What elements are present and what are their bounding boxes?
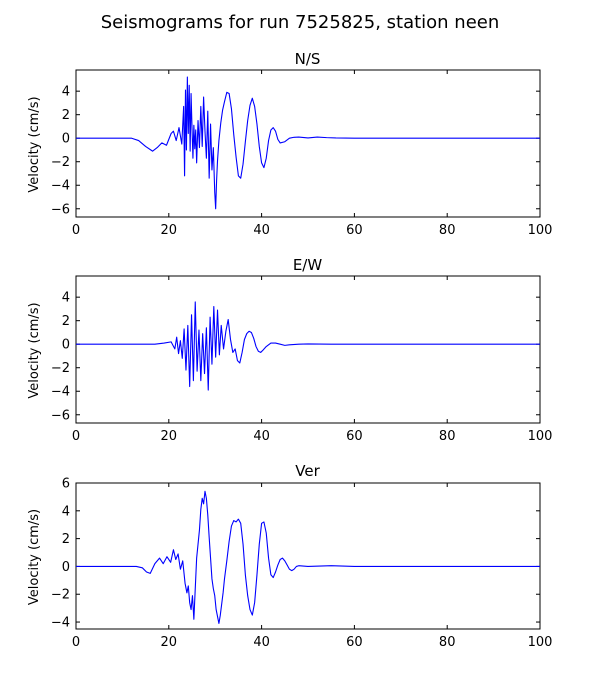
y-tick-label: 0 (62, 338, 70, 353)
y-tick-label: −2 (51, 155, 70, 170)
x-tick-label: 40 (253, 223, 270, 238)
panel-ns-frame (75, 69, 541, 218)
panel-ew-series-line (76, 301, 540, 391)
y-tick-label: −6 (51, 408, 70, 423)
y-tick-label: 2 (62, 314, 70, 329)
x-tick-label: 40 (253, 635, 270, 650)
y-tick-label: 0 (62, 132, 70, 147)
y-tick-label: 4 (62, 85, 70, 100)
x-tick-label: 60 (346, 635, 363, 650)
x-tick-label: 0 (72, 635, 80, 650)
panel-ns: N/S Velocity (cm/s) 0 20 40 60 80 100 −6 −4 −2 0 2… (27, 50, 552, 238)
y-tick-label: 2 (62, 532, 70, 547)
panel-ns-ylabel: Velocity (cm/s) (27, 96, 42, 192)
panel-ns-title: N/S (295, 50, 321, 68)
panel-ew-ylabel: Velocity (cm/s) (27, 302, 42, 398)
y-tick-label: −4 (51, 385, 70, 400)
panel-ver-plot: 0 20 40 60 80 100 −4 −2 0 2 4 6 (51, 477, 553, 651)
panel-ns-series-line (76, 76, 540, 210)
y-tick-label: 4 (62, 504, 70, 519)
panel-ew-plot: 0 20 40 60 80 100 −6 −4 −2 0 2 4 (51, 275, 553, 444)
x-tick-label: 80 (439, 223, 456, 238)
y-tick-label: −2 (51, 361, 70, 376)
panel-ew: E/W Velocity (cm/s) 0 20 40 60 80 100 −6 −4 −2 0 2… (27, 256, 552, 444)
y-tick-label: −4 (51, 616, 70, 631)
x-tick-label: 0 (72, 223, 80, 238)
x-tick-label: 20 (161, 635, 178, 650)
x-tick-label: 80 (439, 635, 456, 650)
panel-ver-title: Ver (295, 462, 320, 480)
panel-ew-frame (75, 275, 541, 424)
y-tick-label: −4 (51, 179, 70, 194)
panel-ns-plot: 0 20 40 60 80 100 −6 −4 −2 0 2 4 (51, 69, 553, 238)
x-tick-label: 40 (253, 429, 270, 444)
panel-ver-series-line (76, 490, 540, 624)
x-tick-label: 100 (528, 635, 553, 650)
x-tick-label: 100 (528, 223, 553, 238)
y-tick-label: 4 (62, 291, 70, 306)
x-tick-label: 20 (161, 223, 178, 238)
y-tick-label: −2 (51, 588, 70, 603)
panel-ver-frame (75, 482, 541, 630)
x-tick-label: 100 (528, 429, 553, 444)
x-tick-label: 20 (161, 429, 178, 444)
y-tick-label: 0 (62, 560, 70, 575)
x-tick-label: 60 (346, 429, 363, 444)
panel-ver-ylabel: Velocity (cm/s) (27, 509, 42, 605)
panel-ew-title: E/W (293, 256, 323, 274)
figure-title: Seismograms for run 7525825, station nee… (101, 12, 500, 33)
y-tick-label: −6 (51, 202, 70, 217)
y-tick-label: 6 (62, 477, 70, 492)
y-tick-label: 2 (62, 108, 70, 123)
x-tick-label: 80 (439, 429, 456, 444)
x-tick-label: 60 (346, 223, 363, 238)
x-tick-label: 0 (72, 429, 80, 444)
panel-ver: Ver Velocity (cm/s) 0 20 40 60 80 100 −4 −2 0 2 4 6 (27, 462, 552, 650)
